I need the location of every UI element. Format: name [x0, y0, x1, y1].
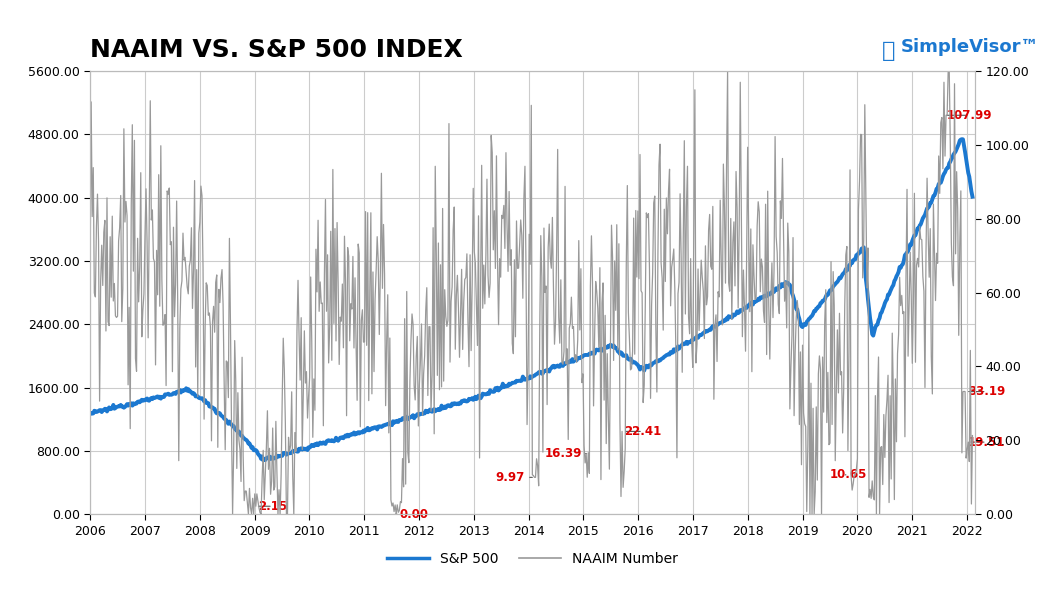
Text: 22.41: 22.41 [624, 425, 661, 438]
Text: NAAIM VS. S&P 500 INDEX: NAAIM VS. S&P 500 INDEX [90, 38, 463, 62]
Text: 10.65: 10.65 [830, 468, 867, 481]
Text: 16.39: 16.39 [545, 447, 586, 460]
Text: 19.51: 19.51 [968, 436, 1006, 449]
Text: 33.19: 33.19 [968, 385, 1005, 398]
Text: 9.97: 9.97 [495, 471, 532, 484]
Text: 2.15: 2.15 [259, 500, 287, 513]
Text: 107.99: 107.99 [947, 109, 992, 122]
Text: SimpleVisor™: SimpleVisor™ [900, 38, 1039, 56]
Text: 🐦: 🐦 [882, 41, 896, 61]
Legend: S&P 500, NAAIM Number: S&P 500, NAAIM Number [382, 547, 684, 571]
Text: 0.00: 0.00 [395, 508, 428, 521]
